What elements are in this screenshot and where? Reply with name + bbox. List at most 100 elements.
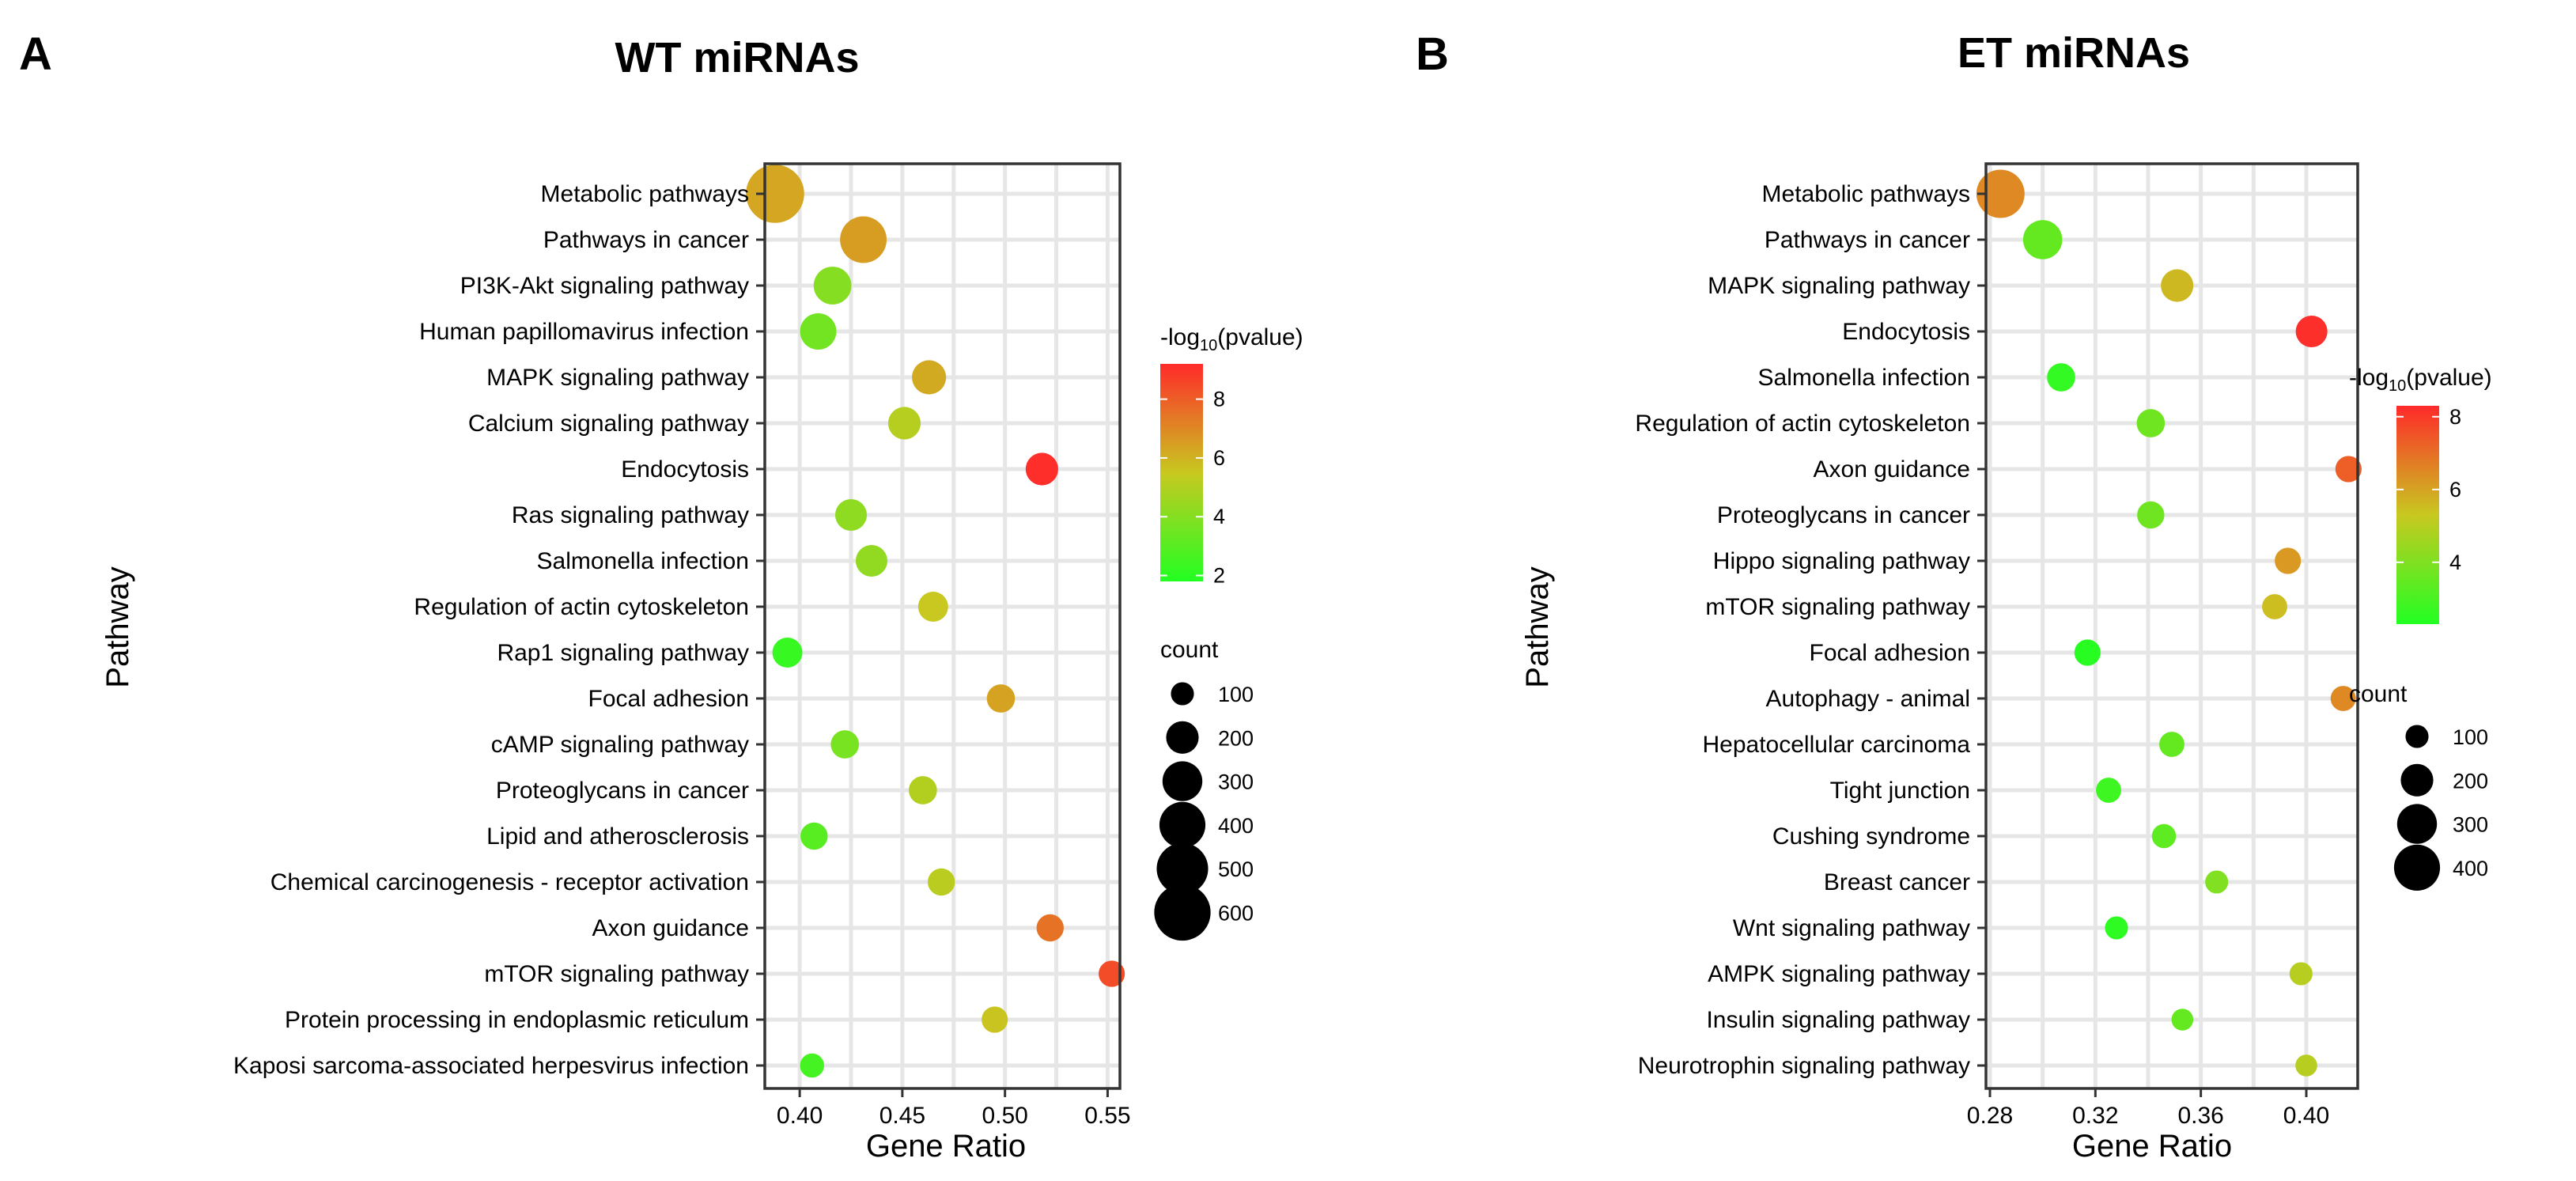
size-legend-key <box>2396 804 2438 844</box>
x-tick-label: 0.28 <box>1967 1103 2013 1129</box>
y-tick-label: MAPK signaling pathway <box>486 365 749 391</box>
y-axis-title: Pathway <box>1520 566 1555 687</box>
size-legend-label: 200 <box>1218 726 1254 750</box>
data-point <box>830 730 860 759</box>
data-point <box>813 267 852 305</box>
y-tick-label: Focal adhesion <box>1810 640 1970 666</box>
plot-background <box>765 164 1120 1088</box>
x-axis-title: Gene Ratio <box>2072 1129 2232 1164</box>
size-legend-key <box>2393 844 2441 891</box>
y-tick-label: Salmonella infection <box>537 548 750 574</box>
data-point <box>2335 456 2362 483</box>
data-point <box>2295 315 2328 348</box>
y-tick-label: mTOR signaling pathway <box>1705 594 1970 620</box>
chart-title: ET miRNAs <box>1958 29 2190 77</box>
size-legend-key <box>1154 884 1211 941</box>
y-tick-label: Axon guidance <box>592 915 750 941</box>
size-legend-label: 400 <box>1218 814 1254 838</box>
y-tick-label: Kaposi sarcoma-associated herpesvirus in… <box>233 1053 749 1079</box>
size-legend-label: 100 <box>1218 683 1254 706</box>
x-tick-label: 0.45 <box>879 1103 925 1129</box>
y-tick-label: Pathways in cancer <box>1765 227 1970 253</box>
y-tick-label: AMPK signaling pathway <box>1708 961 1970 987</box>
y-tick-label: Wnt signaling pathway <box>1733 915 1970 941</box>
y-tick-label: Regulation of actin cytoskeleton <box>1635 411 1970 437</box>
data-point <box>2330 686 2356 711</box>
y-tick-label: Hepatocellular carcinoma <box>1703 732 1971 758</box>
y-tick-label: Lipid and atherosclerosis <box>486 823 749 850</box>
y-tick-label: Metabolic pathways <box>541 181 749 207</box>
size-legend-label: 400 <box>2453 857 2488 880</box>
y-tick-label: mTOR signaling pathway <box>484 961 749 987</box>
y-tick-label: Hippo signaling pathway <box>1713 548 1970 574</box>
data-point <box>887 407 921 440</box>
data-point <box>2137 501 2165 529</box>
y-tick-label: Insulin signaling pathway <box>1706 1007 1970 1033</box>
data-point <box>800 1053 824 1078</box>
size-legend-label: 300 <box>1218 770 1254 794</box>
chart-title: WT miRNAs <box>615 34 860 81</box>
y-tick-label: Proteoglycans in cancer <box>1717 502 1970 528</box>
data-point <box>840 216 887 263</box>
data-point <box>982 1006 1008 1033</box>
colorbar-tick-label: 6 <box>2449 478 2461 502</box>
y-tick-label: Endocytosis <box>1842 319 1970 345</box>
y-tick-label: Ras signaling pathway <box>512 502 749 528</box>
colorbar-tick-label: 4 <box>1213 505 1225 528</box>
x-tick-label: 0.50 <box>982 1103 1027 1129</box>
data-point <box>1025 452 1058 486</box>
y-tick-label: MAPK signaling pathway <box>1708 273 1970 299</box>
colorbar <box>2396 406 2439 624</box>
y-tick-label: Rap1 signaling pathway <box>497 640 749 666</box>
data-point <box>927 868 955 896</box>
y-tick-label: Protein processing in endoplasmic reticu… <box>285 1007 749 1033</box>
data-point <box>2171 1009 2194 1031</box>
data-point <box>2047 363 2075 392</box>
y-tick-label: PI3K-Akt signaling pathway <box>460 273 749 299</box>
plot-background <box>1986 164 2358 1088</box>
size-legend-label: 200 <box>2453 769 2488 793</box>
x-tick-label: 0.36 <box>2177 1103 2223 1129</box>
size-legend-title: count <box>1160 637 1219 663</box>
y-tick-label: Tight junction <box>1830 778 1970 804</box>
y-tick-label: Axon guidance <box>1814 456 1971 483</box>
data-point <box>1976 169 2025 218</box>
x-tick-label: 0.55 <box>1084 1103 1130 1129</box>
colorbar-tick-label: 8 <box>1213 388 1225 411</box>
x-axis-title: Gene Ratio <box>866 1129 1026 1164</box>
data-point <box>2295 1054 2317 1077</box>
data-point <box>2074 639 2101 666</box>
data-point <box>855 544 888 577</box>
data-point <box>772 638 803 668</box>
data-point <box>2096 778 2121 803</box>
size-legend-key <box>1171 682 1194 706</box>
size-legend-key <box>1156 842 1209 895</box>
panel-label: A <box>19 28 52 80</box>
size-legend-label: 500 <box>1218 857 1254 881</box>
colorbar-tick-label: 6 <box>1213 446 1225 470</box>
colorbar-tick-label: 4 <box>2449 551 2461 574</box>
x-tick-label: 0.32 <box>2072 1103 2118 1129</box>
size-legend-key <box>2400 763 2434 797</box>
plot-frame <box>1984 162 2359 1090</box>
data-point <box>2262 594 2287 619</box>
panel-wt: A WT miRNAs Pathway Gene Ratio Metabolic… <box>19 28 1303 1164</box>
data-point <box>912 360 947 395</box>
y-tick-label: Metabolic pathways <box>1762 181 1970 207</box>
data-point <box>2151 823 2177 849</box>
data-point <box>986 684 1016 713</box>
y-tick-label: Breast cancer <box>1824 869 1970 895</box>
y-tick-label: Endocytosis <box>621 456 749 483</box>
y-tick-label: Cushing syndrome <box>1772 823 1970 850</box>
plot-frame <box>763 162 1122 1090</box>
data-point <box>2275 547 2302 574</box>
data-point <box>746 165 804 223</box>
x-tick-label: 0.40 <box>777 1103 823 1129</box>
panel-label: B <box>1416 28 1449 80</box>
y-tick-label: Focal adhesion <box>588 686 749 712</box>
data-point <box>2205 870 2229 894</box>
y-tick-label: Salmonella infection <box>1758 365 1971 391</box>
data-point <box>2105 916 2128 940</box>
data-point <box>2022 220 2063 259</box>
data-point <box>1099 960 1125 987</box>
